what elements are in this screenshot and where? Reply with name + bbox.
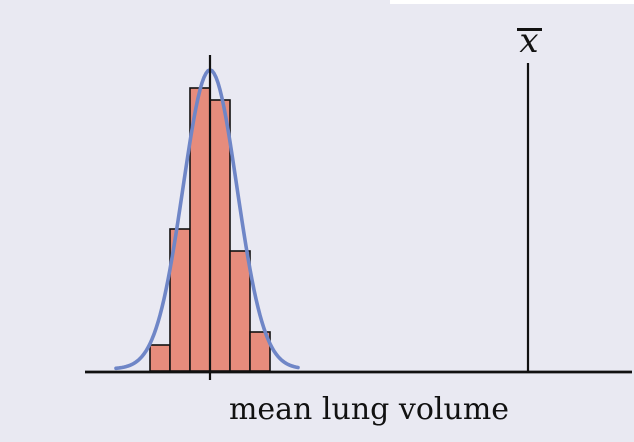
normal-curve — [114, 68, 300, 371]
histogram-bar — [149, 344, 171, 372]
xbar-label: x — [519, 21, 539, 61]
top-right-white-strip — [390, 0, 634, 4]
xbar-overline — [517, 28, 542, 31]
histogram-bar — [229, 250, 251, 372]
x-axis-label: mean lung volume — [228, 392, 510, 427]
histogram-bar — [209, 99, 231, 372]
